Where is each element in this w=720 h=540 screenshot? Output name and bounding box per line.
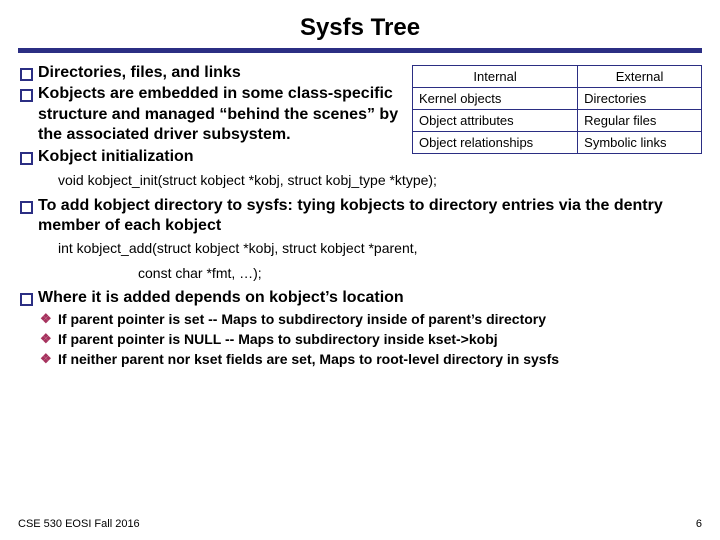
table-cell: Symbolic links [578,132,702,154]
footer: CSE 530 EOSI Fall 2016 6 [18,518,702,530]
bullet-item: Directories, files, and links [18,63,406,83]
bullet-item: Kobjects are embedded in some class-spec… [18,84,406,145]
left-column: Directories, files, and links Kobjects a… [18,63,406,168]
table-cell: Directories [578,88,702,110]
sub-bullet-list: If parent pointer is set -- Maps to subd… [18,310,702,369]
bullet-list: To add kobject directory to sysfs: tying… [18,196,702,237]
table-row: Object attributes Regular files [413,110,702,132]
title-rule [18,48,702,53]
code-line: int kobject_add(struct kobject *kobj, st… [18,239,702,257]
sub-bullet-item: If parent pointer is NULL -- Maps to sub… [40,330,702,349]
footer-left: CSE 530 EOSI Fall 2016 [18,518,140,530]
mapping-table: Internal External Kernel objects Directo… [412,65,702,154]
table-cell: Object attributes [413,110,578,132]
sub-bullet-item: If parent pointer is set -- Maps to subd… [40,310,702,329]
table-cell: Regular files [578,110,702,132]
table-cell: Kernel objects [413,88,578,110]
bullet-item: To add kobject directory to sysfs: tying… [18,196,702,237]
code-line: const char *fmt, …); [18,264,702,282]
table-row: Object relationships Symbolic links [413,132,702,154]
slide-number: 6 [696,518,702,530]
top-bullet-list: Directories, files, and links Kobjects a… [18,63,406,167]
table-row: Kernel objects Directories [413,88,702,110]
upper-region: Directories, files, and links Kobjects a… [18,63,702,168]
table-cell: Object relationships [413,132,578,154]
bullet-list: Where it is added depends on kobject’s l… [18,288,702,308]
right-column: Internal External Kernel objects Directo… [412,63,702,168]
slide-title: Sysfs Tree [18,14,702,42]
sub-bullet-item: If neither parent nor kset fields are se… [40,350,702,369]
code-line: void kobject_init(struct kobject *kobj, … [18,171,702,189]
table-header: External [578,66,702,88]
bullet-item: Where it is added depends on kobject’s l… [18,288,702,308]
bullet-item: Kobject initialization [18,147,406,167]
table-header: Internal [413,66,578,88]
